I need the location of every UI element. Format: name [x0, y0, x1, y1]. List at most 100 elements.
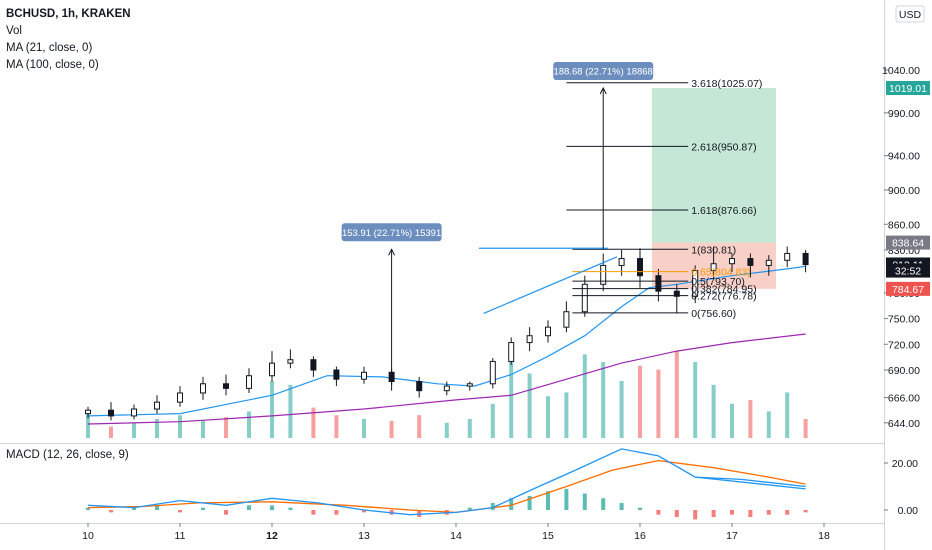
volume-bar	[178, 415, 182, 438]
ma100-indicator-label[interactable]: MA (100, close, 0)	[6, 59, 99, 71]
macd-histogram-bar	[109, 510, 113, 513]
candle-body	[287, 359, 294, 364]
time-tick-label: 13	[358, 530, 370, 542]
currency-selector[interactable]: USD	[895, 5, 925, 23]
candle-body	[200, 383, 206, 394]
time-tick-label: 14	[450, 530, 462, 542]
price-tag	[886, 281, 930, 296]
candle-body	[269, 362, 275, 377]
fib-level-label: 0(756.60)	[691, 308, 736, 320]
measure-callout-label: 153.91 (22.71%) 15391	[342, 228, 441, 239]
time-tick-label: 17	[726, 530, 738, 542]
macd-histogram-bar	[674, 510, 679, 518]
macd-histogram-bar	[490, 502, 495, 510]
macd-histogram-bar	[766, 510, 771, 515]
volume-bar	[509, 362, 514, 438]
candle-body	[131, 408, 137, 417]
macd-tick-label: 0.00	[898, 505, 919, 517]
measure-arrow-head	[599, 86, 607, 95]
volume-bar	[748, 400, 753, 438]
price-tick-label: 860.00	[888, 219, 920, 231]
macd-histogram-bar	[178, 510, 182, 513]
price-tick-label: 720.00	[888, 339, 920, 351]
price-tag	[886, 263, 930, 278]
macd-histogram-bar	[527, 495, 532, 510]
candle-body	[545, 326, 551, 337]
candle-body	[618, 258, 625, 266]
time-tick-label: 16	[634, 530, 646, 542]
measure-callout-box	[341, 223, 442, 242]
macd-histogram-bar	[311, 510, 316, 515]
candle-body	[784, 252, 791, 261]
macd-histogram-bar	[564, 488, 569, 510]
ma100-line	[87, 333, 806, 425]
fib-level-label: 2.618(950.87)	[691, 141, 756, 153]
price-tick-label: 990.00	[888, 108, 920, 120]
volume-bar	[389, 420, 394, 438]
volume-bar	[803, 419, 808, 438]
candle-body	[177, 392, 183, 403]
volume-bar	[582, 354, 587, 438]
macd-tick-label: 20.00	[892, 458, 918, 470]
price-tick-label: 940.00	[888, 151, 920, 163]
volume-bar	[601, 362, 606, 438]
volume-bar	[564, 392, 569, 438]
volume-bar	[247, 411, 251, 438]
volume-bar	[693, 362, 698, 438]
price-tag-label: 1019.01	[889, 83, 927, 95]
price-tick-label: 750.00	[888, 314, 920, 326]
candle-body	[443, 385, 450, 392]
macd-histogram-bar	[601, 498, 606, 510]
macd-histogram-bar	[155, 505, 159, 510]
candle-body	[223, 383, 229, 389]
candle-body	[246, 375, 252, 389]
candle-body	[85, 409, 91, 415]
macd-line	[87, 448, 806, 516]
ma21-indicator-label[interactable]: MA (21, close, 0)	[6, 42, 93, 54]
macd-histogram-bar	[132, 507, 136, 510]
macd-histogram-bar	[656, 510, 661, 515]
volume-bar	[490, 403, 495, 438]
price-tag-label: 32:52	[895, 266, 921, 278]
target-zone	[652, 87, 776, 243]
candle-body	[729, 258, 735, 265]
volume-bar	[467, 419, 472, 438]
macd-histogram-bar	[619, 502, 624, 510]
volume-bar	[619, 381, 624, 438]
macd-histogram-bar	[201, 507, 205, 510]
candle-body	[710, 263, 717, 272]
time-tick-label: 12	[266, 530, 278, 542]
volume-bar	[444, 422, 449, 438]
macd-histogram-bar	[362, 510, 366, 513]
macd-histogram-bar	[288, 507, 293, 510]
candle-body	[581, 283, 588, 313]
price-tag-label: 838.64	[892, 238, 924, 250]
candle-body	[333, 369, 340, 380]
volume-bar	[311, 407, 316, 438]
volume-bar	[417, 415, 422, 438]
fib-level-label: 1(830.81)	[691, 244, 736, 256]
candle-body	[361, 371, 367, 380]
fib-level-label: 0.65(804.83)	[691, 267, 751, 279]
volume-bar	[362, 419, 366, 438]
macd-histogram-bar	[247, 505, 251, 510]
time-tick-label: 10	[82, 530, 94, 542]
symbol-title[interactable]: BCHUSD, 1h, KRAKEN	[6, 8, 131, 20]
volume-indicator-label[interactable]: Vol	[6, 25, 22, 37]
candle-body	[310, 359, 317, 371]
volume-bar	[155, 419, 159, 438]
volume-bar	[711, 384, 716, 438]
time-tick-label: 11	[175, 530, 186, 542]
volume-bar	[730, 403, 734, 438]
price-tick-label: 644.00	[888, 418, 920, 430]
macd-histogram-bar	[417, 510, 422, 518]
candle-body	[508, 342, 515, 362]
candle-body	[563, 311, 570, 328]
macd-indicator-label[interactable]: MACD (12, 26, close, 9)	[6, 449, 129, 461]
macd-histogram-bar	[803, 510, 808, 513]
candle-body	[600, 264, 607, 285]
fib-level-label: 0.5(793.70)	[691, 276, 745, 288]
volume-bar	[766, 411, 771, 438]
